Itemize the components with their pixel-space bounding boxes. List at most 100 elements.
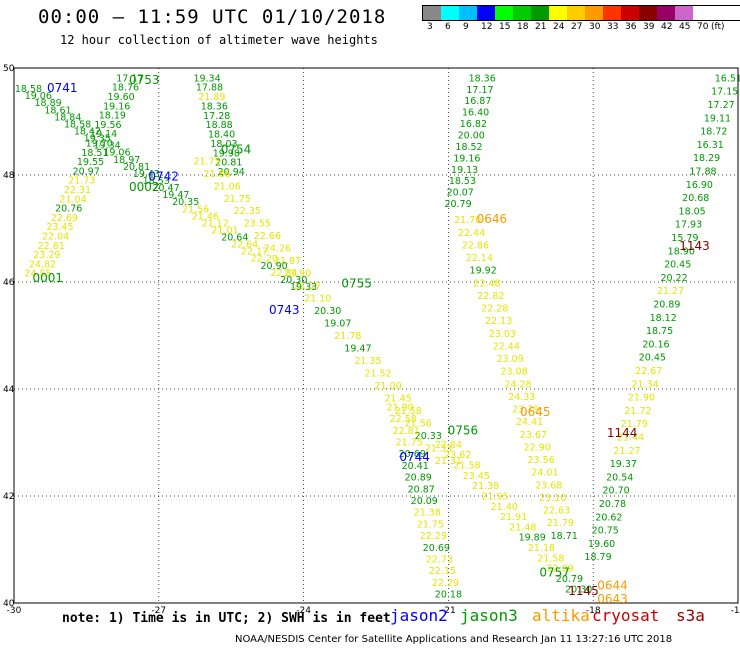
swh-value: 21.72 — [624, 406, 651, 417]
lon-tick-label: -18 — [586, 606, 601, 616]
swh-value: 20.69 — [423, 543, 450, 554]
swh-value: 20.62 — [595, 512, 622, 523]
swh-value: 20.81 — [123, 162, 150, 173]
swh-value: 21.45 — [385, 393, 412, 404]
swh-value: 22.28 — [481, 304, 508, 315]
swh-value: 20.81 — [215, 158, 242, 169]
map-title: 00:00 – 11:59 UTC 01/10/2018 — [38, 6, 387, 28]
swh-value: 21.40 — [491, 502, 518, 513]
swh-value: 16.87 — [464, 96, 491, 107]
swh-value: 20.54 — [606, 472, 633, 483]
scale-label: 3 — [427, 22, 433, 32]
swh-value: 21.06 — [214, 181, 241, 192]
swh-value: 19.47 — [344, 344, 371, 355]
track-time-label: 0755 — [341, 276, 372, 290]
swh-value: 22.84 — [270, 268, 297, 279]
swh-value: 19.13 — [451, 165, 478, 176]
scale-label: 27 — [571, 22, 583, 32]
swh-value: 20.45 — [639, 353, 666, 364]
swh-value: 18.58 — [15, 84, 42, 95]
swh-value: 22.66 — [254, 231, 281, 242]
swh-value: 19.47 — [162, 190, 189, 201]
swh-value: 21.44 — [617, 432, 644, 443]
swh-value: 22.48 — [473, 278, 500, 289]
swh-value: 18.79 — [584, 552, 611, 563]
scale-label: 24 — [553, 22, 565, 32]
swh-value: 21.89 — [198, 92, 225, 103]
scale-swatch — [441, 6, 459, 20]
swh-value: 18.88 — [206, 120, 233, 131]
swh-value: 18.05 — [679, 206, 706, 217]
swh-value: 18.72 — [700, 127, 727, 138]
swh-value: 19.11 — [704, 113, 731, 124]
swh-value: 21.75 — [224, 194, 251, 205]
swh-value: 22.63 — [543, 506, 570, 517]
legend-item-s3a: s3a — [676, 606, 705, 625]
swh-value: 22.31 — [64, 185, 91, 196]
scale-label: 6 — [445, 22, 451, 32]
swh-value: 22.82 — [477, 291, 504, 302]
swh-value: 21.73 — [68, 176, 95, 187]
swh-value: 19.16 — [103, 101, 130, 112]
swh-value: 19.16 — [453, 153, 480, 164]
swh-value: 16.40 — [462, 108, 489, 119]
swh-value: 23.03 — [489, 329, 516, 340]
swh-value: 19.43 — [133, 169, 160, 180]
swh-value: 19.92 — [470, 266, 497, 277]
swh-value: 19.35 — [84, 134, 111, 145]
swh-value: 24.33 — [508, 392, 535, 403]
scale-swatch — [495, 6, 513, 20]
swh-value: 20.90 — [261, 261, 288, 272]
swh-value: 18.53 — [143, 176, 170, 187]
swh-value: 20.70 — [603, 486, 630, 497]
scale-unit: (ft) — [711, 22, 725, 32]
swh-value: 23.67 — [520, 430, 547, 441]
track-time-label: 0644 — [597, 579, 628, 593]
swh-value: 21.56 — [182, 204, 209, 215]
scale-label: 42 — [661, 22, 673, 32]
swh-value: 23.45 — [46, 222, 73, 233]
lat-tick-label: 44 — [3, 385, 15, 395]
track-time-label: 0753 — [129, 73, 160, 87]
swh-value: 22.69 — [51, 213, 78, 224]
swh-value: 21.75 — [417, 519, 444, 530]
track-time-label: 0757 — [539, 565, 570, 579]
swh-value: 21.00 — [374, 381, 401, 392]
legend-item-jason2: jason2 — [390, 606, 448, 625]
swh-value: 20.30 — [565, 584, 592, 595]
scale-swatch — [513, 6, 531, 20]
swh-value: 21.33 — [425, 443, 452, 454]
scale-swatch — [639, 6, 657, 20]
swh-value: 18.40 — [208, 130, 235, 141]
swh-value: 20.16 — [642, 339, 669, 350]
track-time-label: 0754 — [221, 143, 252, 157]
swh-value: 20.79 — [556, 574, 583, 585]
swh-value: 22.17 — [241, 247, 268, 258]
color-scale-labels: 3 6 9 12 15 18 21 24 27 30 33 36 39 42 45 70 (ft) — [422, 21, 740, 35]
swh-value: 22.44 — [493, 341, 520, 352]
swh-value: 21.95 — [481, 491, 508, 502]
swh-value: 16.90 — [686, 180, 713, 191]
swh-value: 22.35 — [234, 206, 261, 217]
swh-value: 18.84 — [54, 112, 81, 123]
swh-value: 18.97 — [113, 155, 140, 166]
swh-value: 19.07 — [324, 319, 351, 330]
scale-label: 21 — [535, 22, 547, 32]
swh-value: 23.08 — [500, 367, 527, 378]
swh-value: 18.03 — [210, 139, 237, 150]
track-time-label: 0002 — [129, 180, 160, 194]
scale-swatch — [423, 6, 441, 20]
swh-value: 18.71 — [551, 531, 578, 542]
swh-value: 22.14 — [466, 253, 493, 264]
swh-value: 18.58 — [64, 119, 91, 130]
swh-value: 19.06 — [103, 148, 130, 159]
swh-value: 21.27 — [657, 286, 684, 297]
swh-value: 19.06 — [25, 91, 52, 102]
swh-value: 18.61 — [44, 105, 71, 116]
swh-value: 21.79 — [621, 419, 648, 430]
swh-value: 19.98 — [213, 148, 240, 159]
swh-value: 16.82 — [460, 119, 487, 130]
swh-value: 21.35 — [354, 356, 381, 367]
swh-value: 21.58 — [395, 406, 422, 417]
swh-value: 17.88 — [196, 83, 223, 94]
